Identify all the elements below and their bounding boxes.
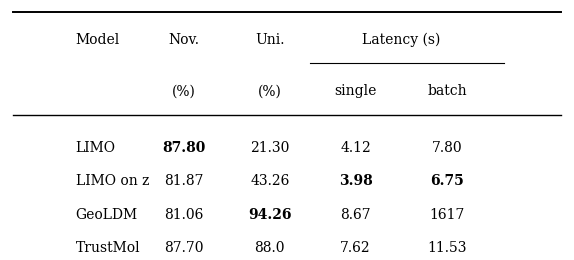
Text: LIMO: LIMO xyxy=(76,141,115,155)
Text: 87.80: 87.80 xyxy=(162,141,206,155)
Text: Nov.: Nov. xyxy=(169,33,200,47)
Text: (%): (%) xyxy=(258,84,282,99)
Text: 4.12: 4.12 xyxy=(340,141,371,155)
Text: batch: batch xyxy=(427,84,467,99)
Text: GeoLDM: GeoLDM xyxy=(76,208,138,222)
Text: Model: Model xyxy=(76,33,120,47)
Text: LIMO on z: LIMO on z xyxy=(76,174,149,188)
Text: 7.80: 7.80 xyxy=(432,141,462,155)
Text: 81.87: 81.87 xyxy=(164,174,204,188)
Text: 11.53: 11.53 xyxy=(427,241,467,255)
Text: 7.62: 7.62 xyxy=(340,241,371,255)
Text: single: single xyxy=(335,84,377,99)
Text: 3.98: 3.98 xyxy=(339,174,373,188)
Text: Latency (s): Latency (s) xyxy=(362,33,440,47)
Text: 8.67: 8.67 xyxy=(340,208,371,222)
Text: 94.26: 94.26 xyxy=(248,208,292,222)
Text: 21.30: 21.30 xyxy=(250,141,289,155)
Text: (%): (%) xyxy=(172,84,196,99)
Text: 87.70: 87.70 xyxy=(164,241,204,255)
Text: 1617: 1617 xyxy=(429,208,464,222)
Text: 6.75: 6.75 xyxy=(430,174,464,188)
Text: 81.06: 81.06 xyxy=(165,208,204,222)
Text: 43.26: 43.26 xyxy=(250,174,289,188)
Text: 88.0: 88.0 xyxy=(255,241,285,255)
Text: Uni.: Uni. xyxy=(255,33,285,47)
Text: TrustMol: TrustMol xyxy=(76,241,140,255)
